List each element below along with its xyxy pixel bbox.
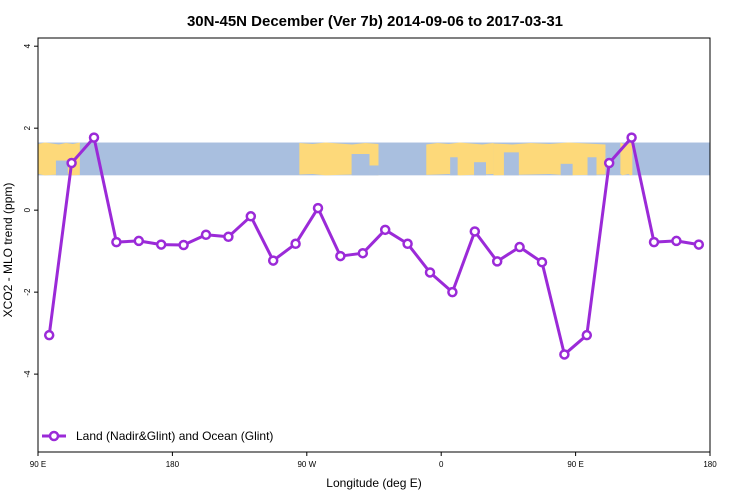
data-point [88, 132, 100, 143]
axis-ticks: 90 E 180 90 W 0 90 E 180 4 2 0 -2 -4 [23, 43, 717, 469]
map-band [38, 142, 710, 176]
data-point [200, 229, 212, 241]
y-tick-label: 2 [23, 125, 32, 130]
data-point [290, 238, 301, 250]
x-tick-label: 90 W [297, 460, 316, 469]
data-point [603, 157, 615, 169]
data-point [357, 247, 369, 259]
data-point [223, 231, 234, 243]
map-coast [55, 160, 68, 176]
legend-marker [48, 430, 60, 442]
data-point [559, 349, 570, 360]
data-point [491, 256, 503, 267]
data-point [514, 241, 525, 253]
legend: Land (Nadir&Glint) and Ocean (Glint) [42, 429, 273, 443]
data-point [111, 236, 122, 248]
map-coast [369, 165, 379, 176]
y-axis-label: XCO2 - MLO trend (ppm) [1, 183, 15, 318]
map-land-asia-east [493, 142, 606, 176]
y-tick-label: -4 [23, 370, 32, 378]
data-point [267, 255, 279, 266]
chart-title: 30N-45N December (Ver 7b) 2014-09-06 to … [187, 13, 563, 30]
x-tick-label: 180 [166, 460, 180, 469]
data-point [469, 226, 481, 237]
data-point [536, 256, 548, 268]
data-point [648, 236, 660, 248]
map-coast [351, 154, 370, 176]
x-tick-label: 90 E [567, 460, 583, 469]
x-axis-label: Longitude (deg E) [326, 476, 421, 490]
data-point [66, 157, 77, 169]
data-point [133, 235, 145, 247]
data-point [447, 286, 458, 298]
data-point [335, 250, 346, 262]
data-point [312, 202, 324, 214]
data-point [671, 235, 682, 247]
data-point [155, 239, 167, 250]
legend-label: Land (Nadir&Glint) and Ocean (Glint) [76, 429, 273, 443]
data-point [693, 239, 705, 250]
data-point [43, 329, 55, 341]
map-land-japan [620, 142, 633, 176]
series-layer [43, 132, 705, 360]
plot-frame [37, 37, 711, 453]
y-tick-label: -2 [23, 288, 32, 296]
map-coast [587, 157, 597, 176]
data-point [424, 267, 436, 278]
data-point [581, 329, 593, 341]
map-coast [450, 157, 458, 176]
x-tick-label: 180 [703, 460, 717, 469]
map-coast [474, 162, 486, 176]
y-tick-label: 4 [23, 43, 32, 48]
x-tick-label: 0 [439, 460, 444, 469]
data-point [402, 238, 413, 250]
x-tick-label: 90 E [30, 460, 46, 469]
map-coast [560, 163, 573, 176]
data-point [178, 239, 189, 251]
map-coast [503, 152, 519, 176]
data-point [379, 224, 391, 236]
data-point [245, 211, 257, 222]
y-tick-label: 0 [23, 207, 32, 212]
data-point [626, 132, 637, 143]
